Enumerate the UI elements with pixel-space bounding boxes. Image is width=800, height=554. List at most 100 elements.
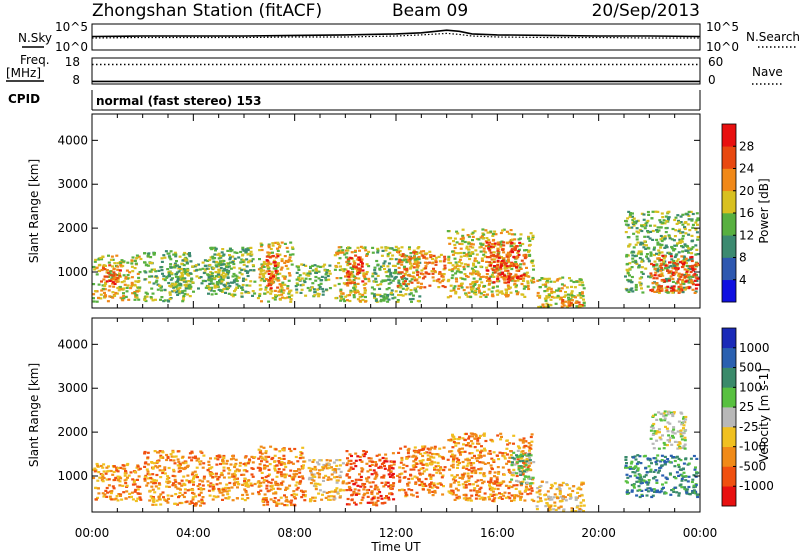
velocity-cell xyxy=(247,460,251,463)
velocity-cell xyxy=(178,482,182,485)
power-cell xyxy=(636,219,640,222)
velocity-cell xyxy=(345,482,349,485)
velocity-cell xyxy=(112,465,116,468)
velocity-cell xyxy=(199,491,203,494)
power-cell xyxy=(119,261,123,265)
power-cell xyxy=(669,252,673,255)
velocity-cell xyxy=(491,490,495,493)
power-cell xyxy=(418,251,422,254)
power-cell xyxy=(399,290,403,293)
power-cell xyxy=(409,266,413,269)
power-cell xyxy=(664,245,668,248)
power-cell xyxy=(103,291,106,294)
power-cell xyxy=(334,297,338,300)
power-cell xyxy=(271,251,274,254)
power-cell xyxy=(354,291,357,294)
power-cell xyxy=(652,248,656,251)
power-cell xyxy=(179,275,183,278)
power-cell xyxy=(367,277,371,280)
power-cell xyxy=(644,247,648,250)
power-cell xyxy=(137,298,141,301)
velocity-cell xyxy=(116,475,120,478)
velocity-cell xyxy=(453,498,457,501)
power-cell xyxy=(385,275,389,278)
velocity-cell xyxy=(522,461,525,464)
power-cell xyxy=(333,254,337,257)
velocity-cell xyxy=(186,464,190,467)
power-cell xyxy=(125,290,129,293)
power-cell xyxy=(630,280,634,284)
power-cell xyxy=(579,293,583,296)
power-cell xyxy=(494,269,497,272)
velocity-cell xyxy=(181,455,185,458)
velocity-cell xyxy=(516,456,520,459)
power-cell xyxy=(244,290,248,293)
velocity-cell xyxy=(535,491,539,494)
velocity-cell xyxy=(422,448,426,451)
power-cell xyxy=(172,253,176,256)
power-cell xyxy=(400,255,404,258)
velocity-cell xyxy=(433,461,437,464)
velocity-cell xyxy=(282,468,286,471)
velocity-cell xyxy=(355,492,359,495)
velocity-cell xyxy=(114,497,118,500)
velocity-cell xyxy=(687,475,691,478)
power-cell xyxy=(182,253,186,256)
velocity-cell xyxy=(420,483,424,486)
power-cell xyxy=(398,259,402,262)
velocity-cell xyxy=(309,498,312,501)
power-cell xyxy=(679,288,683,291)
velocity-cell xyxy=(222,488,226,491)
power-cell xyxy=(160,257,164,260)
velocity-cell xyxy=(433,491,437,494)
power-cell xyxy=(113,282,117,285)
power-cell xyxy=(280,286,284,289)
power-cell xyxy=(691,267,695,270)
power-cell xyxy=(316,292,320,295)
power-cell xyxy=(682,282,686,286)
velocity-cell xyxy=(490,494,494,497)
power-cell xyxy=(114,291,118,295)
velocity-cell xyxy=(188,452,192,455)
velocity-cell xyxy=(471,435,474,438)
velocity-cell xyxy=(475,491,479,494)
power-cell xyxy=(168,271,172,275)
power-cell xyxy=(510,249,514,252)
power-cell xyxy=(497,256,501,259)
velocity-cell xyxy=(130,495,133,498)
power-cell xyxy=(294,285,298,288)
velocity-cell xyxy=(277,468,281,471)
power-cell xyxy=(345,299,349,302)
velocity-cell xyxy=(374,476,378,479)
velocity-cell xyxy=(484,439,488,443)
power-cell xyxy=(241,288,245,291)
power-cell xyxy=(115,292,119,295)
power-cell xyxy=(156,288,160,291)
power-cell xyxy=(681,246,685,249)
velocity-cell xyxy=(210,466,214,469)
velocity-cell xyxy=(272,499,276,503)
velocity-cell xyxy=(335,459,339,462)
power-cell xyxy=(531,235,535,239)
velocity-cell xyxy=(154,465,158,468)
velocity-cell xyxy=(531,476,535,479)
power-cell xyxy=(546,288,550,291)
power-cell xyxy=(517,253,521,256)
power-cell xyxy=(407,255,411,258)
power-cell xyxy=(346,284,350,287)
power-cell xyxy=(657,257,661,260)
power-cell xyxy=(580,281,584,284)
velocity-cell xyxy=(663,455,667,458)
power-cell xyxy=(364,282,368,285)
power-cell xyxy=(496,261,500,264)
power-cell xyxy=(93,268,97,271)
velocity-cell xyxy=(178,462,182,465)
velocity-cell xyxy=(419,473,422,476)
power-cell xyxy=(279,285,283,288)
velocity-cell xyxy=(294,455,298,459)
power-cell xyxy=(103,285,107,288)
power-cell xyxy=(189,260,193,263)
power-cell xyxy=(670,285,674,288)
power-cell xyxy=(263,272,267,275)
velocity-cell xyxy=(274,501,278,504)
